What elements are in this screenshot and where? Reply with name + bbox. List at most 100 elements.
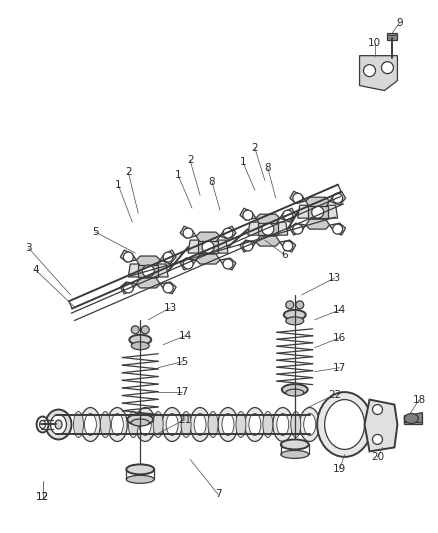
- Bar: [388, 33, 397, 40]
- Circle shape: [261, 221, 275, 235]
- Text: 21: 21: [178, 415, 192, 424]
- Polygon shape: [240, 208, 256, 220]
- Polygon shape: [120, 250, 136, 262]
- Circle shape: [183, 228, 193, 238]
- Polygon shape: [180, 226, 196, 238]
- Polygon shape: [290, 223, 306, 235]
- Ellipse shape: [281, 450, 309, 458]
- Polygon shape: [404, 413, 422, 423]
- Ellipse shape: [286, 389, 304, 396]
- Ellipse shape: [325, 400, 364, 449]
- Circle shape: [262, 223, 274, 235]
- Polygon shape: [248, 222, 288, 235]
- Ellipse shape: [304, 414, 316, 435]
- Text: 2: 2: [187, 155, 194, 165]
- Text: 1: 1: [240, 157, 246, 167]
- Ellipse shape: [218, 408, 238, 441]
- Ellipse shape: [273, 408, 293, 441]
- Circle shape: [293, 224, 303, 234]
- Text: 10: 10: [368, 38, 381, 48]
- Polygon shape: [330, 191, 346, 205]
- Circle shape: [163, 252, 173, 262]
- Circle shape: [243, 241, 253, 251]
- Polygon shape: [330, 223, 346, 235]
- Ellipse shape: [139, 414, 151, 435]
- Polygon shape: [256, 236, 280, 246]
- Circle shape: [223, 228, 233, 238]
- Ellipse shape: [128, 411, 138, 438]
- Text: 12: 12: [36, 492, 49, 502]
- Circle shape: [124, 283, 133, 293]
- Ellipse shape: [127, 414, 153, 425]
- Ellipse shape: [46, 409, 71, 439]
- Ellipse shape: [245, 408, 265, 441]
- Text: 19: 19: [333, 464, 346, 474]
- Text: 8: 8: [265, 163, 271, 173]
- Polygon shape: [188, 240, 228, 253]
- Text: 2: 2: [125, 167, 131, 177]
- Ellipse shape: [162, 408, 182, 441]
- Ellipse shape: [55, 420, 62, 429]
- Circle shape: [141, 326, 149, 334]
- Circle shape: [372, 405, 382, 415]
- Circle shape: [163, 283, 173, 293]
- Circle shape: [311, 204, 325, 218]
- Text: 17: 17: [176, 386, 189, 397]
- Ellipse shape: [300, 408, 320, 441]
- Ellipse shape: [291, 411, 301, 438]
- Text: 2: 2: [251, 143, 258, 154]
- Polygon shape: [196, 232, 220, 242]
- Polygon shape: [256, 214, 280, 224]
- Bar: [138, 265, 158, 277]
- Circle shape: [201, 239, 215, 253]
- Circle shape: [296, 301, 304, 309]
- Ellipse shape: [166, 414, 178, 435]
- Text: 5: 5: [92, 227, 99, 237]
- Circle shape: [202, 241, 214, 253]
- Circle shape: [332, 224, 343, 234]
- Polygon shape: [160, 282, 176, 294]
- Ellipse shape: [277, 414, 289, 435]
- Ellipse shape: [222, 414, 234, 435]
- Circle shape: [131, 326, 139, 334]
- Circle shape: [364, 64, 375, 77]
- Polygon shape: [298, 205, 338, 218]
- Ellipse shape: [131, 419, 149, 426]
- Ellipse shape: [126, 464, 154, 474]
- Circle shape: [312, 206, 324, 218]
- Circle shape: [124, 252, 133, 262]
- Text: 22: 22: [328, 390, 341, 400]
- Ellipse shape: [194, 414, 206, 435]
- Text: 8: 8: [209, 177, 215, 187]
- Ellipse shape: [81, 408, 100, 441]
- Ellipse shape: [208, 411, 218, 438]
- Ellipse shape: [236, 411, 246, 438]
- Ellipse shape: [317, 392, 372, 457]
- Polygon shape: [160, 250, 176, 264]
- Polygon shape: [360, 55, 397, 91]
- Ellipse shape: [135, 408, 155, 441]
- Bar: [258, 223, 278, 235]
- Ellipse shape: [281, 439, 309, 449]
- Ellipse shape: [85, 414, 96, 435]
- Polygon shape: [280, 240, 296, 252]
- Ellipse shape: [74, 411, 83, 438]
- Text: 14: 14: [333, 305, 346, 315]
- Bar: [404, 415, 422, 424]
- Ellipse shape: [153, 411, 163, 438]
- Ellipse shape: [282, 384, 308, 395]
- Polygon shape: [220, 226, 236, 240]
- Text: 4: 4: [32, 265, 39, 275]
- Polygon shape: [290, 191, 306, 203]
- Polygon shape: [136, 256, 160, 266]
- Text: 9: 9: [396, 18, 403, 28]
- Ellipse shape: [126, 475, 154, 483]
- Ellipse shape: [404, 414, 418, 424]
- Ellipse shape: [50, 415, 67, 434]
- Circle shape: [283, 210, 293, 220]
- Text: 7: 7: [215, 489, 221, 499]
- Ellipse shape: [284, 310, 306, 320]
- Text: 16: 16: [333, 333, 346, 343]
- Text: 12: 12: [36, 492, 49, 502]
- Circle shape: [183, 259, 193, 269]
